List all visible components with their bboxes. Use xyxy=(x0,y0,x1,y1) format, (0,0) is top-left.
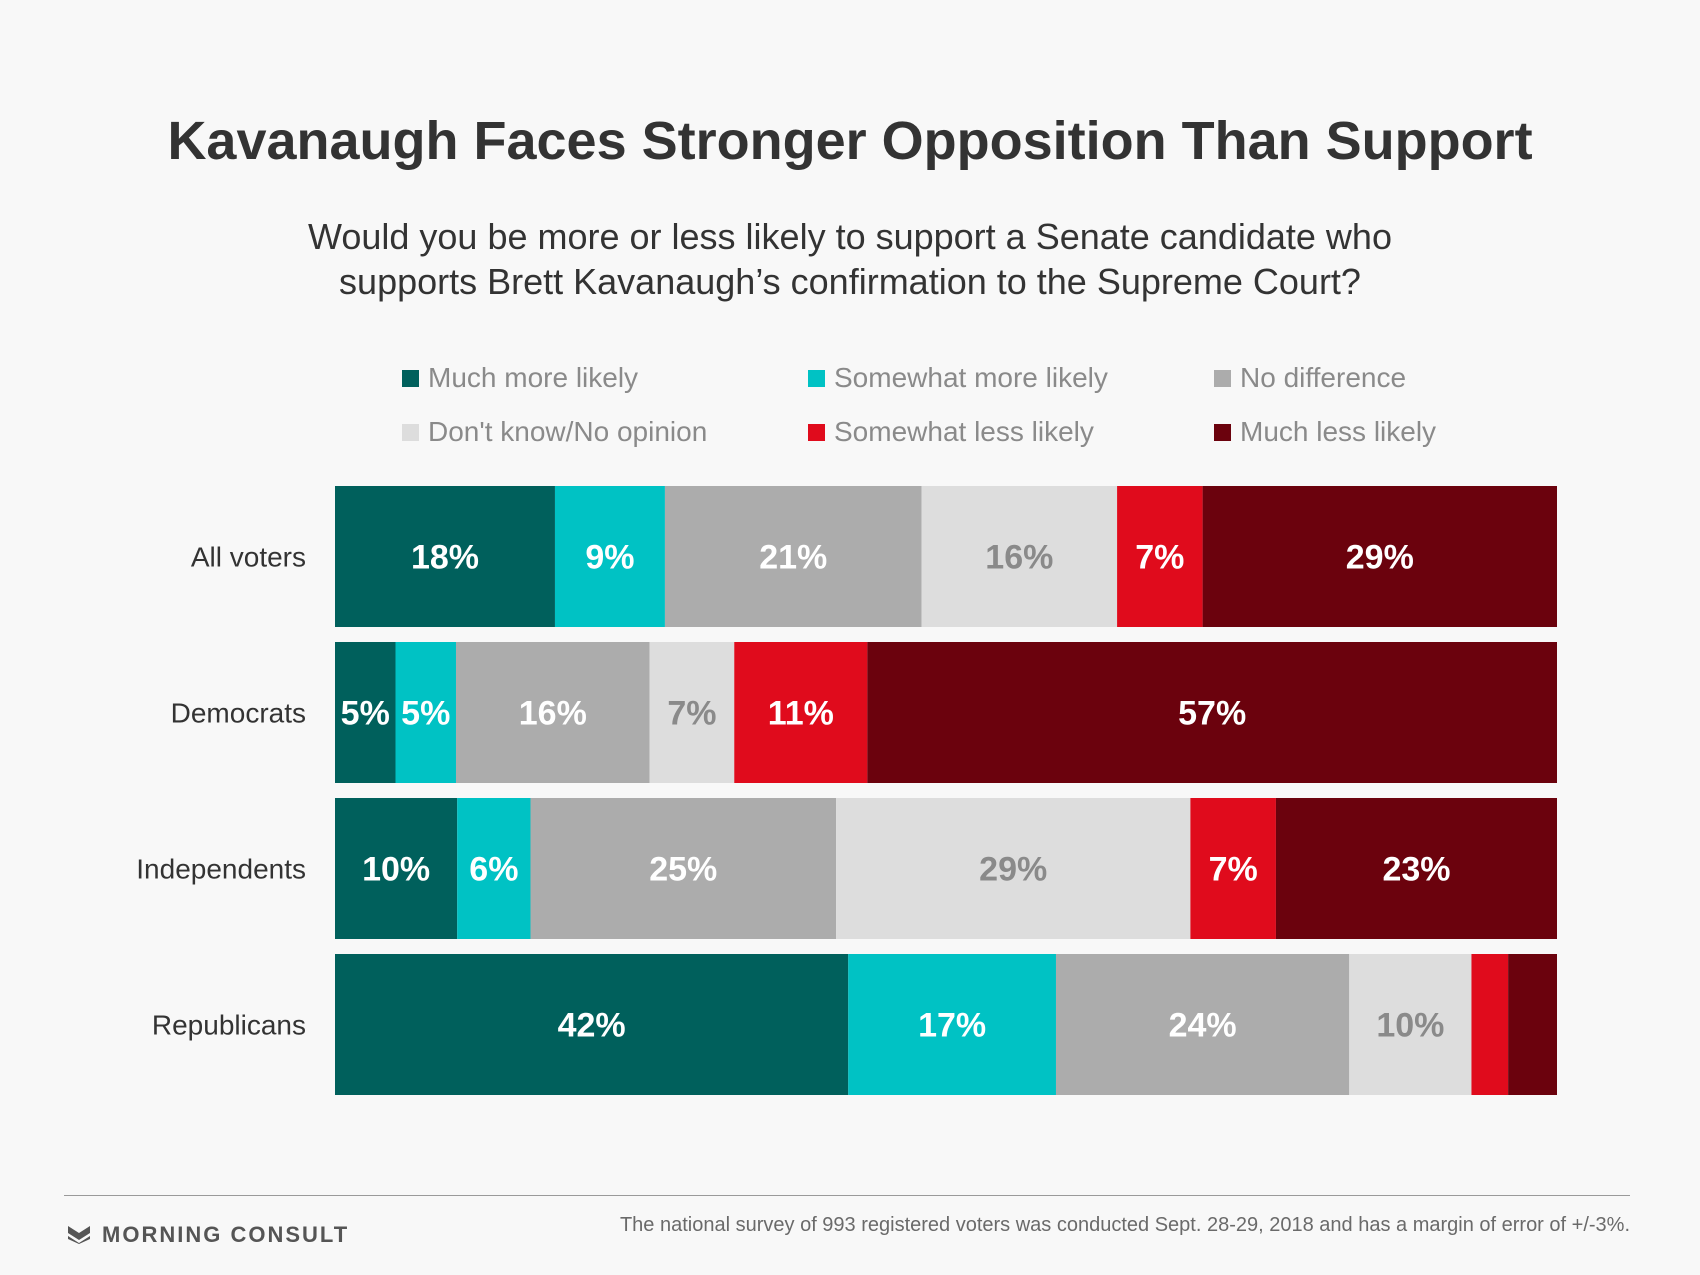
subtitle-line-2: supports Brett Kavanaugh’s confirmation … xyxy=(339,261,1361,302)
morning-consult-logo-icon xyxy=(68,1226,90,1244)
bar-segment xyxy=(530,798,837,939)
data-label: 18% xyxy=(411,539,479,577)
bar-segment xyxy=(867,642,1557,783)
footer-divider xyxy=(64,1195,1630,1196)
bar-segment xyxy=(335,954,849,1095)
data-label: 5% xyxy=(341,695,390,733)
bar-segment xyxy=(664,486,922,627)
bar-segment xyxy=(335,642,396,783)
legend-label: Somewhat more likely xyxy=(834,362,1108,393)
bar-segment xyxy=(395,642,456,783)
data-label: 17% xyxy=(918,1007,986,1045)
data-label: 11% xyxy=(768,695,834,733)
row-label: Democrats xyxy=(171,698,306,729)
row-label: Independents xyxy=(136,854,306,885)
bar-segment xyxy=(455,642,650,783)
legend-swatch xyxy=(1214,423,1231,441)
bar-segment xyxy=(1471,954,1509,1095)
bar-segment xyxy=(1190,798,1276,939)
chart-title: Kavanaugh Faces Stronger Opposition Than… xyxy=(167,111,1533,171)
bar-segment xyxy=(848,954,1056,1095)
legend-item-somewhat-less-likely: Somewhat less likely xyxy=(808,416,1094,448)
data-label: 7% xyxy=(667,695,716,733)
survey-note: The national survey of 993 registered vo… xyxy=(619,1214,1630,1236)
legend-item-somewhat-more-likely: Somewhat more likely xyxy=(808,362,1108,394)
legend-label: No difference xyxy=(1240,362,1407,393)
bar-segment xyxy=(836,798,1191,939)
bar-segment xyxy=(335,486,555,627)
bar-segment xyxy=(335,798,458,939)
bar-segment xyxy=(921,486,1118,627)
data-label: 10% xyxy=(362,851,430,889)
row-label: Republicans xyxy=(152,1010,306,1041)
bar-segment xyxy=(1508,954,1557,1095)
data-label: 9% xyxy=(585,539,634,577)
data-label: 16% xyxy=(519,695,587,733)
bar-segment xyxy=(1349,954,1472,1095)
bar-segment xyxy=(1117,486,1203,627)
legend-swatch xyxy=(808,423,825,441)
chart-subtitle: Would you be more or less likely to supp… xyxy=(200,214,1500,304)
data-label: 25% xyxy=(649,851,717,889)
bar-segment xyxy=(649,642,735,783)
data-label: 24% xyxy=(1169,1007,1237,1045)
legend-item-much-less-likely: Much less likely xyxy=(1214,416,1436,448)
data-label: 5% xyxy=(401,695,450,733)
brand-logo: MORNING CONSULT xyxy=(68,1222,349,1248)
data-label: 21% xyxy=(759,539,827,577)
data-label: 42% xyxy=(558,1007,626,1045)
legend-swatch xyxy=(402,423,419,441)
legend-label: Much less likely xyxy=(1240,416,1437,447)
bar-segment xyxy=(457,798,531,939)
legend-label: Somewhat less likely xyxy=(834,416,1094,447)
subtitle-line-1: Would you be more or less likely to supp… xyxy=(308,216,1392,257)
data-label: 6% xyxy=(469,851,518,889)
legend-item-no-difference: No difference xyxy=(1214,362,1406,394)
data-label: 7% xyxy=(1209,851,1258,889)
stacked-bar-chart: All voters 18% 9% 21% 16% 7% 29% Democrats 5% 5% 1… xyxy=(136,486,1557,1095)
legend-label: Much more likely xyxy=(428,362,639,393)
brand-name: MORNING CONSULT xyxy=(102,1222,350,1247)
legend-item-don-t-know-no-opinion: Don't know/No opinion xyxy=(402,416,707,448)
bar-segment xyxy=(1202,486,1557,627)
legend-swatch xyxy=(402,369,419,387)
data-label: 29% xyxy=(979,851,1047,889)
legend-label: Don't know/No opinion xyxy=(428,416,708,447)
data-label: 29% xyxy=(1346,539,1414,577)
legend-swatch xyxy=(808,369,825,387)
bar-segment xyxy=(1055,954,1350,1095)
row-label: All voters xyxy=(191,542,306,573)
data-label: 10% xyxy=(1376,1007,1444,1045)
bar-segment xyxy=(1275,798,1557,939)
data-label: 7% xyxy=(1135,539,1184,577)
legend-swatch xyxy=(1214,369,1231,387)
bar-segment xyxy=(734,642,868,783)
bar-segment xyxy=(554,486,665,627)
legend-item-much-more-likely: Much more likely xyxy=(402,362,638,394)
data-label: 23% xyxy=(1382,851,1450,889)
data-label: 57% xyxy=(1178,695,1246,733)
data-label: 16% xyxy=(985,539,1053,577)
